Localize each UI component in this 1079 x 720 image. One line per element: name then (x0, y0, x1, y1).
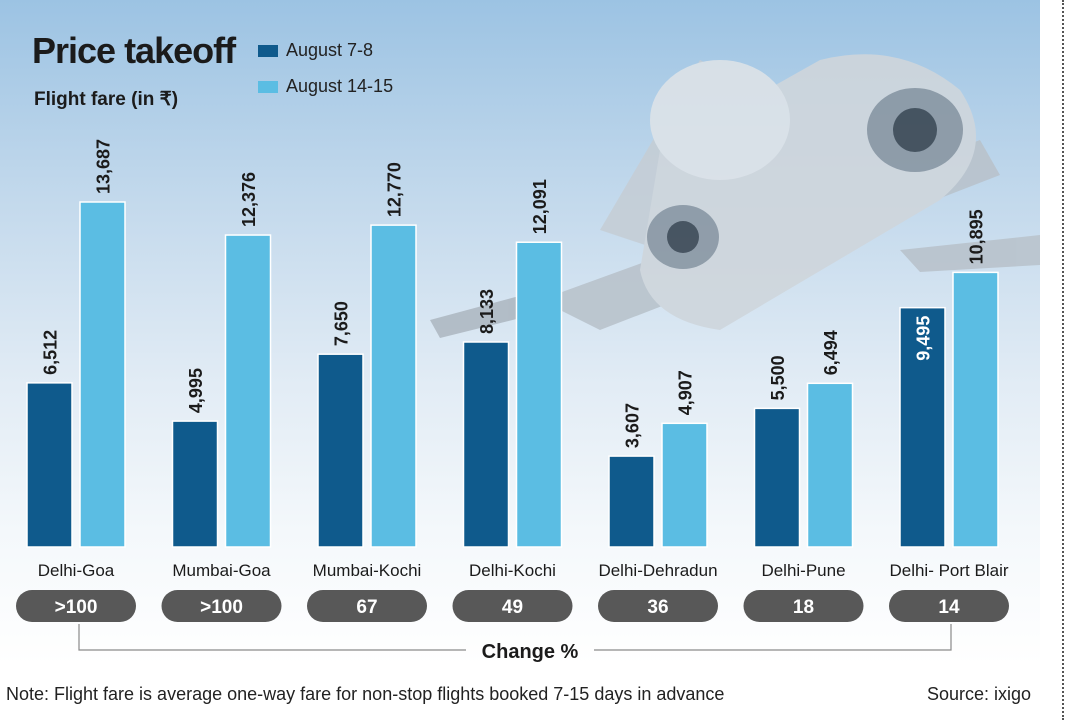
chart-area: 6,512 13,687 Delhi-Goa >100 4,995 12,376 Mumba… (0, 0, 1040, 665)
data-label: 6,494 (821, 330, 841, 375)
bar (899, 306, 946, 548)
change-pill (161, 590, 282, 622)
change-value: 67 (356, 597, 377, 618)
data-label: 10,895 (967, 209, 987, 264)
change-value: 49 (502, 597, 523, 618)
chart-subtitle: Flight fare (in ₹) (34, 89, 179, 110)
bracket-line (594, 624, 952, 651)
data-label: 6,512 (41, 330, 61, 375)
change-value: 36 (647, 597, 668, 618)
divider (1062, 0, 1064, 720)
legend-label: August 14-15 (286, 76, 394, 96)
data-label: 12,091 (530, 179, 550, 234)
change-value: 18 (793, 597, 814, 618)
data-label: 3,607 (623, 403, 643, 448)
bar (753, 407, 801, 548)
change-pill (743, 590, 864, 622)
bar (952, 271, 999, 548)
bracket-line (78, 624, 466, 651)
data-label: 13,687 (94, 139, 114, 194)
change-pill (307, 590, 427, 622)
bar (317, 353, 364, 548)
bar (26, 382, 73, 548)
legend-label: August 7-8 (286, 40, 374, 60)
change-pill (889, 590, 1009, 622)
bar (462, 341, 510, 548)
data-label: 12,376 (239, 172, 259, 227)
data-label: 4,995 (186, 368, 206, 413)
x-tick-label: Mumbai-Goa (172, 561, 271, 580)
change-value: >100 (55, 597, 98, 618)
bar-chart: 6,512 13,687 Delhi-Goa >100 4,995 12,376 Mumba… (16, 139, 1009, 663)
legend-item-august-14-15: August 14-15 (258, 76, 393, 97)
x-tick-label: Delhi-Dehradun (598, 561, 717, 580)
x-tick-label: Mumbai-Kochi (313, 561, 422, 580)
change-pill (16, 590, 136, 622)
bar (224, 234, 272, 548)
x-tick-label: Delhi-Goa (38, 561, 115, 580)
bar (515, 241, 563, 548)
bar (370, 224, 417, 548)
x-tick-label: Delhi-Kochi (469, 561, 556, 580)
bar (171, 420, 219, 548)
data-label: 7,650 (332, 301, 352, 346)
data-label: 4,907 (676, 370, 696, 415)
bar (661, 422, 708, 548)
data-label: 5,500 (768, 355, 788, 400)
bar (608, 455, 655, 548)
data-label: 8,133 (477, 289, 497, 334)
source-credit: Source: ixigo (926, 684, 1031, 704)
change-pill (452, 590, 573, 622)
legend-swatch (258, 80, 278, 93)
data-label: 12,770 (385, 162, 405, 217)
change-value: >100 (200, 597, 243, 618)
change-pill (598, 590, 718, 622)
airplane-image (430, 54, 1040, 338)
bar (79, 201, 126, 548)
footnote: Note: Flight fare is average one-way far… (6, 684, 725, 704)
legend-item-august-7-8: August 7-8 (258, 40, 373, 61)
legend-swatch (258, 44, 278, 57)
x-tick-label: Delhi-Pune (761, 561, 845, 580)
change-value: 14 (938, 597, 960, 618)
data-label: 9,495 (914, 316, 934, 361)
change-axis-label: Change % (482, 641, 579, 663)
x-tick-label: Delhi- Port Blair (889, 561, 1008, 580)
bar (806, 382, 854, 548)
chart-title: Price takeoff (32, 30, 236, 71)
